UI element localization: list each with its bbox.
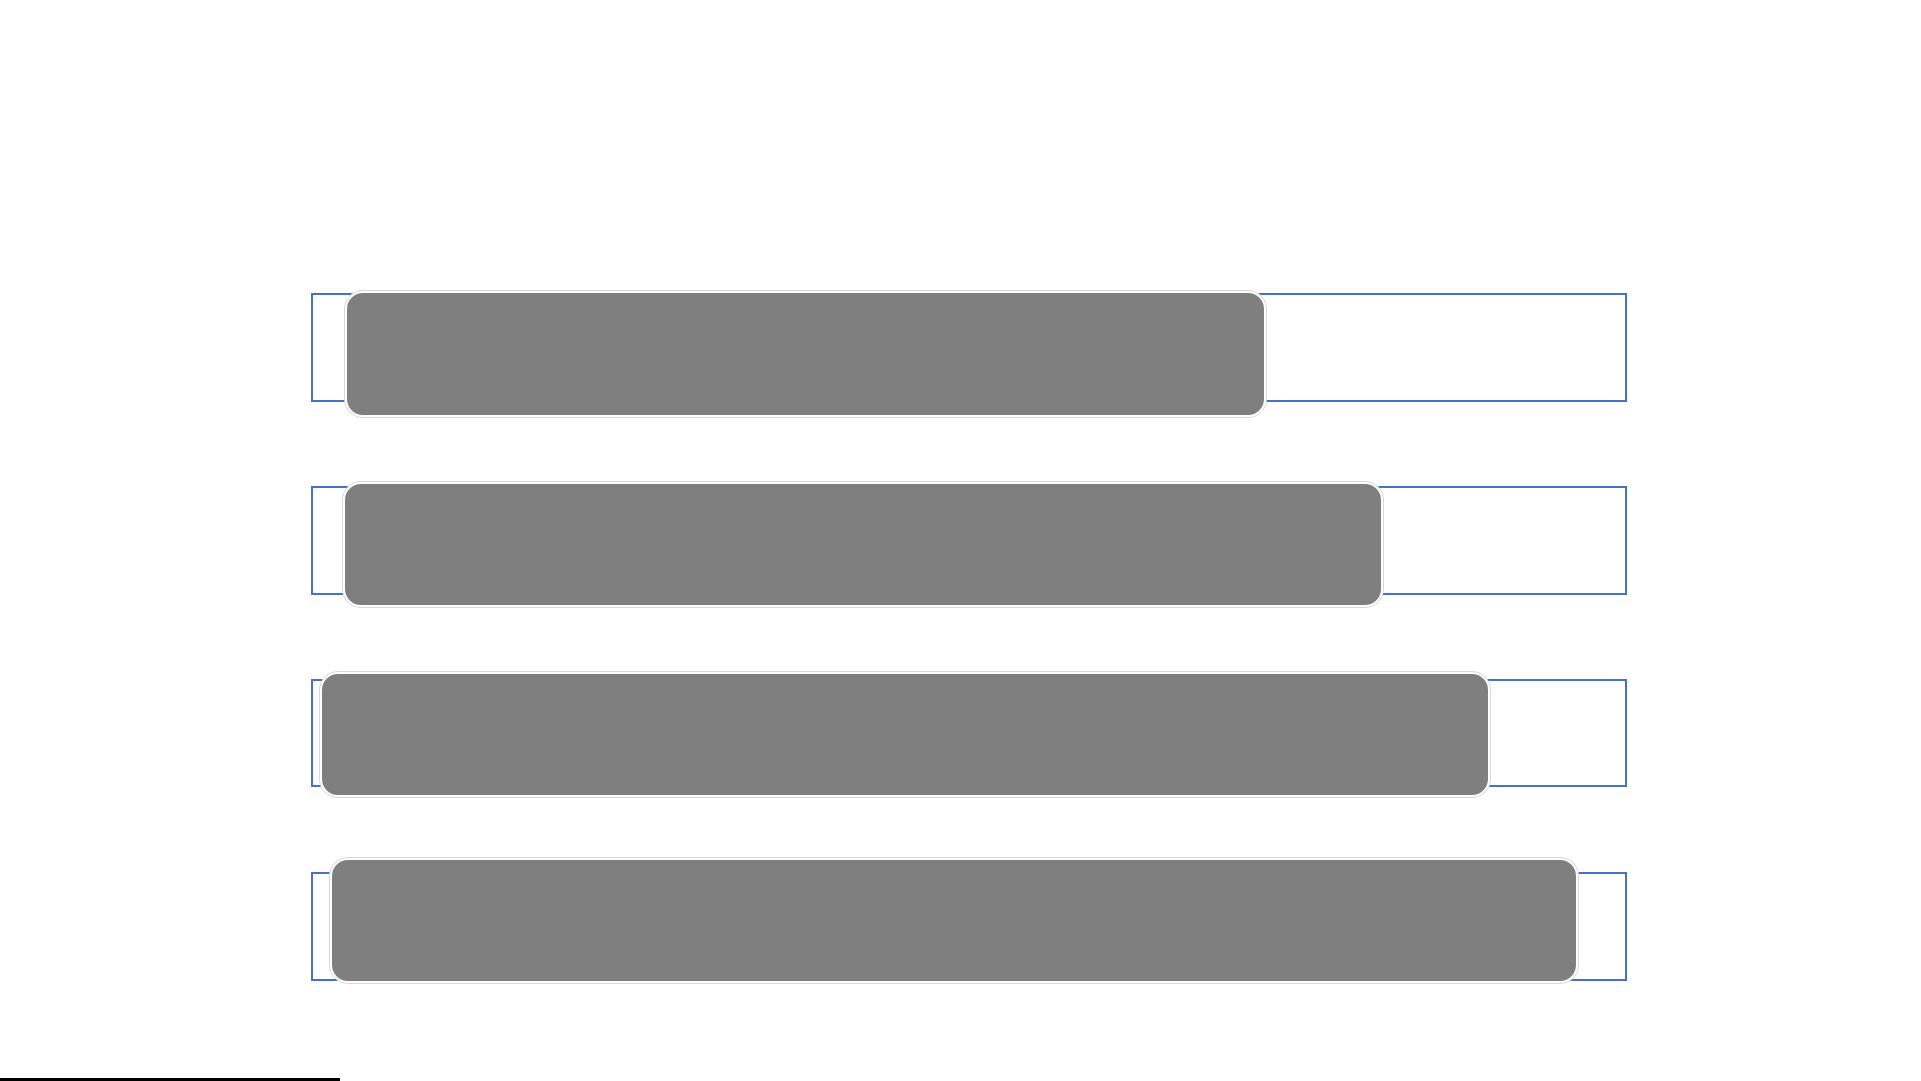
bottom-edge-line [0,1078,340,1081]
row-3-bar [320,672,1490,797]
row-4-bar [330,858,1578,983]
row-2-bar [343,482,1383,607]
row-1-bar [345,291,1266,417]
